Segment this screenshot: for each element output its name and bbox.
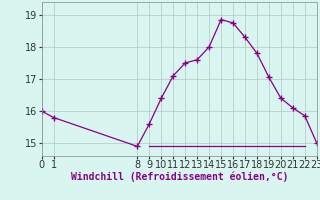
X-axis label: Windchill (Refroidissement éolien,°C): Windchill (Refroidissement éolien,°C) [70, 172, 288, 182]
